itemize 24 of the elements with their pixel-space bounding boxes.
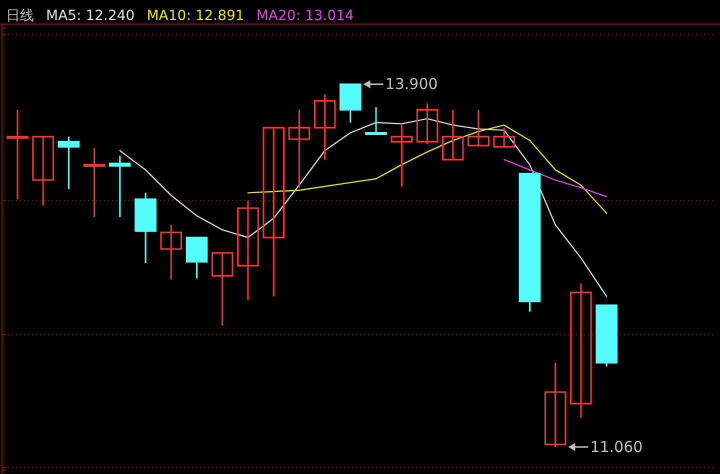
candlestick [288, 109, 310, 188]
chart-title: 日线 [6, 8, 34, 24]
candlestick [262, 126, 284, 298]
candlestick [390, 124, 413, 188]
candlestick [544, 362, 566, 448]
candlestick [32, 136, 54, 206]
candlestick [416, 102, 438, 145]
text: MA5: 12.240 [46, 8, 135, 24]
candlestick [365, 106, 387, 135]
annotation: 13.900 [385, 75, 438, 94]
candlestick [314, 94, 336, 160]
candlestick [468, 109, 490, 146]
candlestick [493, 126, 515, 148]
candlestick [83, 147, 106, 218]
candlestick [211, 252, 234, 326]
candlestick [58, 136, 80, 190]
text: MA10: 12.891 [146, 8, 244, 24]
candlestick [442, 109, 464, 160]
candlestick [109, 154, 131, 218]
annotation: 11.060 [590, 438, 643, 456]
text: MA20: 13.014 [256, 8, 354, 24]
candlestick [570, 282, 592, 418]
candlestick [160, 224, 182, 280]
candlestick [237, 200, 259, 301]
